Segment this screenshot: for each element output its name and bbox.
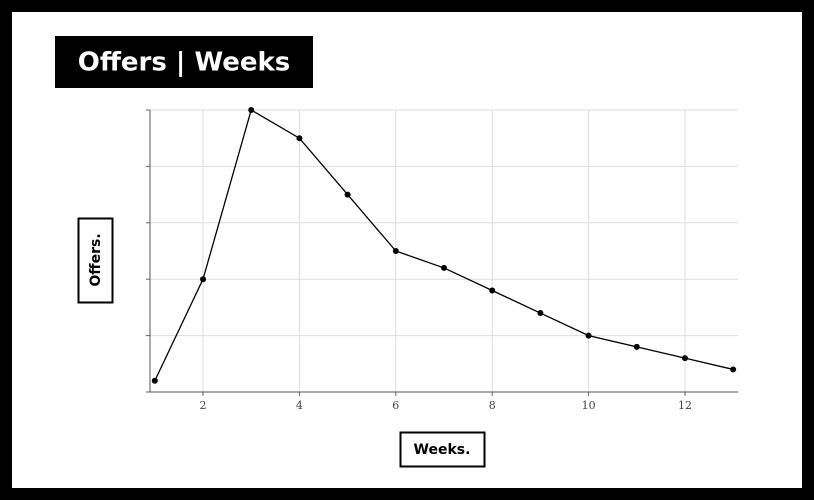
x-axis-label: Weeks. <box>414 442 471 458</box>
data-point <box>392 248 399 254</box>
data-point <box>730 366 737 373</box>
data-point <box>248 107 255 113</box>
data-point <box>633 343 640 350</box>
chart-title: Offers | Weeks <box>78 48 290 78</box>
y-label-box <box>77 217 114 304</box>
x-tick-label: 6 <box>392 399 399 412</box>
data-point <box>585 332 592 339</box>
x-tick-label: 2 <box>200 399 207 412</box>
title-box <box>55 36 313 88</box>
data-point <box>441 264 447 271</box>
data-point <box>151 377 158 384</box>
data-point <box>489 287 496 294</box>
y-axis-label: Offers. <box>88 233 104 286</box>
x-tick-label: 8 <box>489 399 496 412</box>
x-tick-label: 4 <box>296 399 303 412</box>
panel <box>12 12 802 488</box>
x-tick-label: 12 <box>678 399 692 412</box>
data-point <box>200 276 207 283</box>
data-point <box>296 135 303 142</box>
data-point <box>537 310 544 317</box>
data-point <box>344 191 351 198</box>
x-label-box <box>399 431 486 468</box>
x-tick-label: 10 <box>582 399 596 412</box>
data-point <box>681 355 688 362</box>
